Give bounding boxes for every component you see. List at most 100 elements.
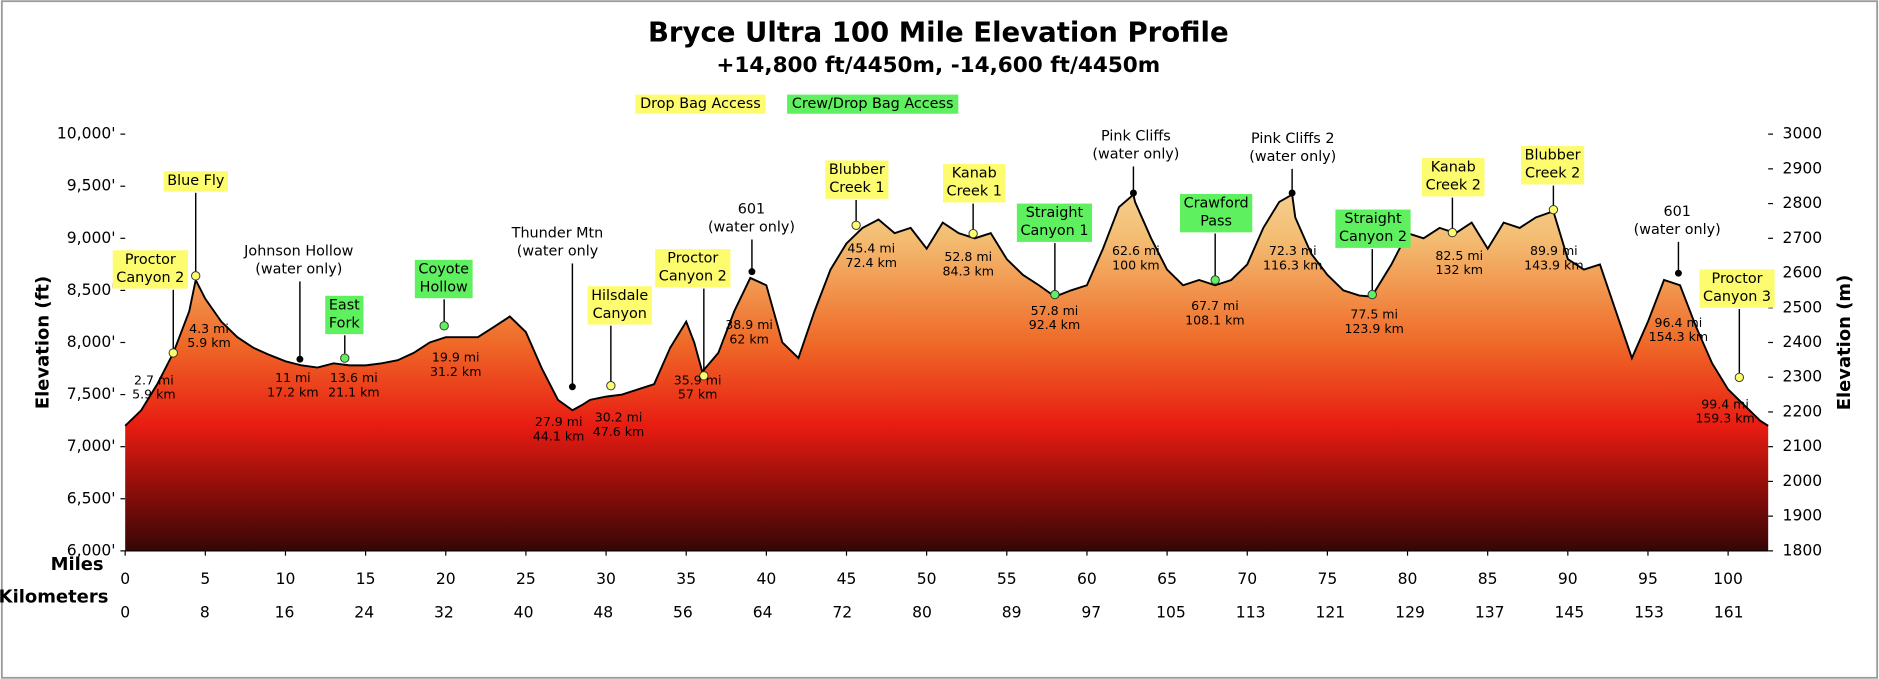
station-label: 601	[1663, 204, 1690, 220]
y2-tick-label: 2800	[1783, 194, 1823, 212]
station-km: 116.3 km	[1263, 257, 1322, 272]
station-label: Hollow	[420, 279, 468, 295]
x-tick-label: 65	[1157, 570, 1177, 588]
station-marker	[1734, 372, 1745, 383]
x2-tick-label: 80	[912, 604, 932, 622]
station-km: 57 km	[678, 387, 718, 402]
station-km: 72.4 km	[845, 255, 896, 270]
x2-tick-label: 113	[1236, 604, 1266, 622]
station-label: Straight	[1026, 205, 1084, 221]
station-label: East	[329, 297, 360, 313]
x2-tick-label: 137	[1475, 604, 1505, 622]
station-label-bg	[1421, 158, 1485, 197]
x-tick-label: 50	[917, 570, 937, 588]
station-label: (water only	[517, 243, 599, 259]
x-tick-label: 10	[276, 570, 296, 588]
station-km: 5.9 km	[187, 335, 230, 350]
station-label: Johnson Hollow	[243, 243, 354, 259]
y2-tick-label: 1900	[1783, 507, 1823, 525]
x-tick-label: 85	[1478, 570, 1498, 588]
station-label-bg	[825, 160, 889, 199]
station-mi: 57.8 mi	[1031, 303, 1079, 318]
x2-tick-label: 121	[1316, 604, 1346, 622]
station-label: Crawford	[1184, 196, 1249, 212]
x-axis-title: Miles	[51, 554, 104, 575]
station-km: 84.3 km	[942, 263, 993, 278]
station-label-bg	[325, 295, 364, 335]
station-km: 154.3 km	[1649, 329, 1708, 344]
station-mi: 89.9 mi	[1530, 243, 1578, 258]
station-mi: 82.5 mi	[1435, 248, 1483, 263]
station-marker	[1447, 227, 1458, 238]
x-tick-label: 80	[1398, 570, 1418, 588]
station-km: 100 km	[1112, 257, 1159, 272]
station-km: 17.2 km	[267, 384, 318, 399]
x2-tick-label: 72	[832, 604, 852, 622]
x2-tick-label: 97	[1081, 604, 1101, 622]
station-marker	[748, 268, 756, 276]
x-tick-label: 60	[1077, 570, 1097, 588]
station-mi: 72.3 mi	[1269, 243, 1317, 258]
x-tick-label: 20	[436, 570, 456, 588]
y2-tick-label: 2600	[1783, 264, 1823, 282]
station-mi: 27.9 mi	[535, 414, 583, 429]
chart-subtitle: +14,800 ft/4450m, -14,600 ft/4450m	[716, 53, 1160, 78]
station-km: 132 km	[1435, 262, 1482, 277]
station-marker	[1050, 289, 1060, 300]
y2-tick-label: 2100	[1783, 437, 1823, 455]
station-km: 143.9 km	[1524, 257, 1583, 272]
station-marker	[699, 371, 709, 381]
station-mi: 67.7 mi	[1191, 298, 1239, 313]
station-mi: 52.8 mi	[944, 249, 992, 264]
elevation-area	[125, 194, 1769, 551]
station-label: Hilsdale	[591, 288, 648, 304]
station-label: Fork	[329, 315, 360, 331]
x-tick-label: 30	[596, 570, 616, 588]
station-marker	[606, 381, 616, 391]
x2-tick-label: 161	[1714, 604, 1744, 622]
x2-tick-label: 8	[200, 604, 210, 622]
station-label: Canyon 2	[116, 270, 184, 286]
x2-tick-label: 24	[354, 604, 374, 622]
station-label-bg	[1699, 269, 1775, 308]
y-tick-label: 10,000'	[57, 125, 116, 143]
station-marker	[340, 353, 350, 363]
station-km: 92.4 km	[1029, 317, 1080, 332]
y2-tick-label: 2000	[1783, 472, 1823, 490]
station-label: (water only)	[1249, 149, 1336, 165]
station-label: Pink Cliffs	[1101, 129, 1171, 145]
y-tick-label: 6,500'	[67, 489, 116, 507]
station-label-bg	[655, 249, 731, 288]
station-label: (water only)	[1092, 146, 1179, 162]
station-marker	[191, 271, 201, 281]
station-mi: 99.4 mi	[1701, 396, 1749, 411]
station-label: Kanab	[1431, 160, 1476, 176]
station-label: Creek 2	[1525, 166, 1580, 182]
station-marker	[1548, 204, 1559, 215]
station-label: Pass	[1200, 214, 1232, 230]
station-label: Creek 2	[1426, 178, 1481, 194]
y2-tick-label: 3000	[1783, 125, 1823, 143]
station-label: (water only)	[1634, 222, 1721, 238]
x-tick-label: 25	[516, 570, 536, 588]
x2-tick-label: 153	[1634, 604, 1664, 622]
y-tick-label: 8,500'	[67, 281, 116, 299]
x2-tick-label: 32	[434, 604, 454, 622]
x2-tick-label: 0	[120, 604, 130, 622]
station-km: 159.3 km	[1695, 411, 1754, 426]
x2-tick-label: 105	[1156, 604, 1186, 622]
x-tick-label: 75	[1317, 570, 1337, 588]
station-label-bg	[414, 259, 473, 299]
station-mi: 11 mi	[275, 370, 311, 385]
chart-title: Bryce Ultra 100 Mile Elevation Profile	[648, 17, 1229, 49]
y2-tick-label: 2700	[1783, 229, 1823, 247]
x2-tick-label: 16	[275, 604, 295, 622]
station-label-bg	[587, 286, 652, 325]
station-marker	[968, 228, 978, 239]
y2-tick-label: 2400	[1783, 333, 1823, 351]
x-tick-label: 5	[200, 570, 210, 588]
station-mi: 2.7 mi	[134, 372, 174, 387]
station-mi: 4.3 mi	[189, 321, 229, 336]
station-mi: 96.4 mi	[1655, 315, 1703, 330]
x-tick-label: 100	[1713, 570, 1743, 588]
